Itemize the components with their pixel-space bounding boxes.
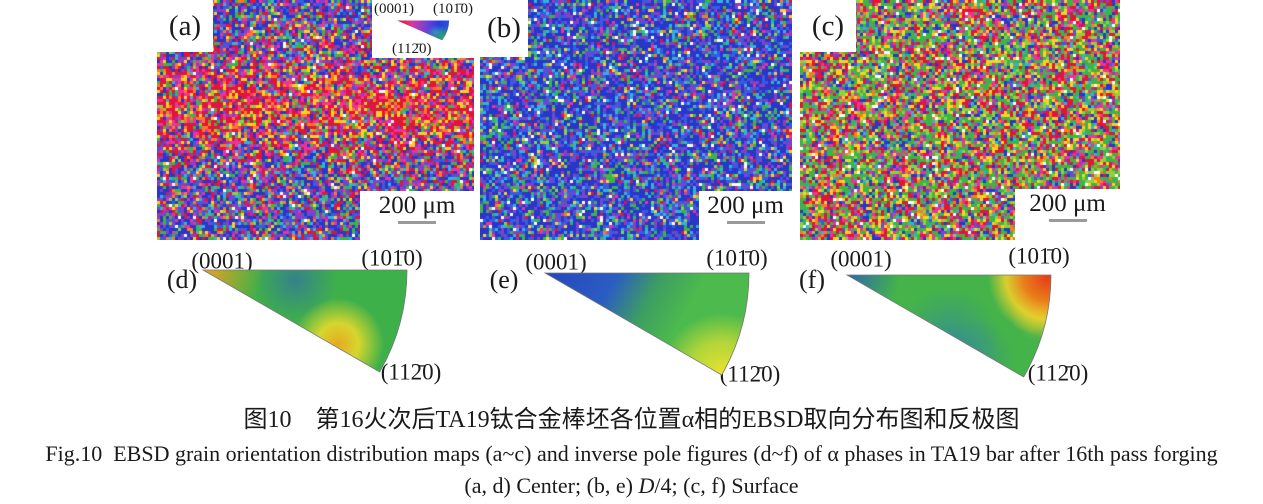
panel-label-e: (e) (489, 265, 519, 294)
panel-label-f: (f) (799, 265, 825, 294)
ipf-e-yellow-corner (545, 273, 750, 375)
panel-label-box-a: (a) (157, 0, 213, 52)
caption-en2-diameter-symbol: D (638, 473, 655, 498)
caption-english-line2: (a, d) Center; (b, e) D/4; (c, f) Surfac… (0, 473, 1263, 499)
scale-text-c: 200 μm (1029, 190, 1106, 217)
ipf-d-corner-0001: (0001) (191, 248, 253, 274)
pole-label-1010: (101̄0) (433, 1, 473, 17)
ipf-e-outline (543, 272, 750, 376)
ipf-d-outline (201, 269, 408, 373)
scale-text-b: 200 μm (707, 192, 784, 219)
scale-bar-a: 200 μm (360, 191, 474, 242)
panel-label-box-b: (b) (480, 0, 528, 57)
ipf-figure-e (543, 272, 750, 376)
ipf-f-corner-1120: (112̄0) (1027, 360, 1089, 386)
color-key-triangle (396, 19, 450, 40)
caption-en2-post: /4; (c, f) Surface (654, 473, 799, 498)
scale-bar-b: 200 μm (699, 191, 792, 242)
pole-label-1120: (112̄0) (392, 40, 432, 57)
ipf-f-corner-0001: (0001) (830, 246, 892, 272)
ipf-e-corner-1010: (101̄0) (706, 245, 768, 271)
scale-bar-line-b (726, 221, 765, 225)
panel-label-c: (c) (811, 9, 845, 42)
caption-english-line1: Fig.10 EBSD grain orientation distributi… (45, 441, 1218, 466)
ipf-d-corner-1120: (112̄0) (380, 359, 442, 385)
ipf-color-key-top-labels: (0001) (101̄0) (372, 0, 474, 18)
panel-label-a: (a) (168, 9, 202, 42)
ipf-f-corner-1010: (101̄0) (1008, 243, 1070, 269)
panel-label-d: (d) (166, 265, 198, 294)
ipf-color-key: (0001) (101̄0) (372, 0, 474, 58)
scale-bar-line-a (398, 221, 436, 225)
ipf-d-yellow-blob (203, 270, 408, 372)
panel-label-b: (b) (487, 12, 521, 44)
ipf-f-outline (845, 274, 1052, 378)
scale-text-a: 200 μm (378, 192, 456, 219)
pole-label-0001: (0001) (374, 1, 414, 17)
color-key-cyan-blend (396, 19, 450, 40)
scale-bar-c: 200 μm (1015, 189, 1120, 242)
scale-bar-line-c (1048, 219, 1087, 223)
ipf-figure-f (845, 274, 1052, 378)
ipf-e-corner-0001: (0001) (525, 249, 587, 275)
ebsd-map-b: (b) 200 μm (480, 0, 792, 242)
caption-chinese: 图10 第16火次后TA19钛合金棒坯各位置α相的EBSD取向分布图和反极图 (243, 407, 1020, 433)
caption-en2-pre: (a, d) Center; (b, e) (464, 473, 639, 498)
ebsd-map-c: (c) 200 μm (800, 0, 1120, 242)
ipf-figure-d (201, 269, 408, 373)
ipf-d-corner-1010: (101̄0) (361, 245, 423, 271)
panel-label-box-c: (c) (800, 0, 856, 52)
ipf-f-red-corner (847, 275, 1052, 377)
ipf-e-corner-1120: (112̄0) (719, 361, 781, 387)
